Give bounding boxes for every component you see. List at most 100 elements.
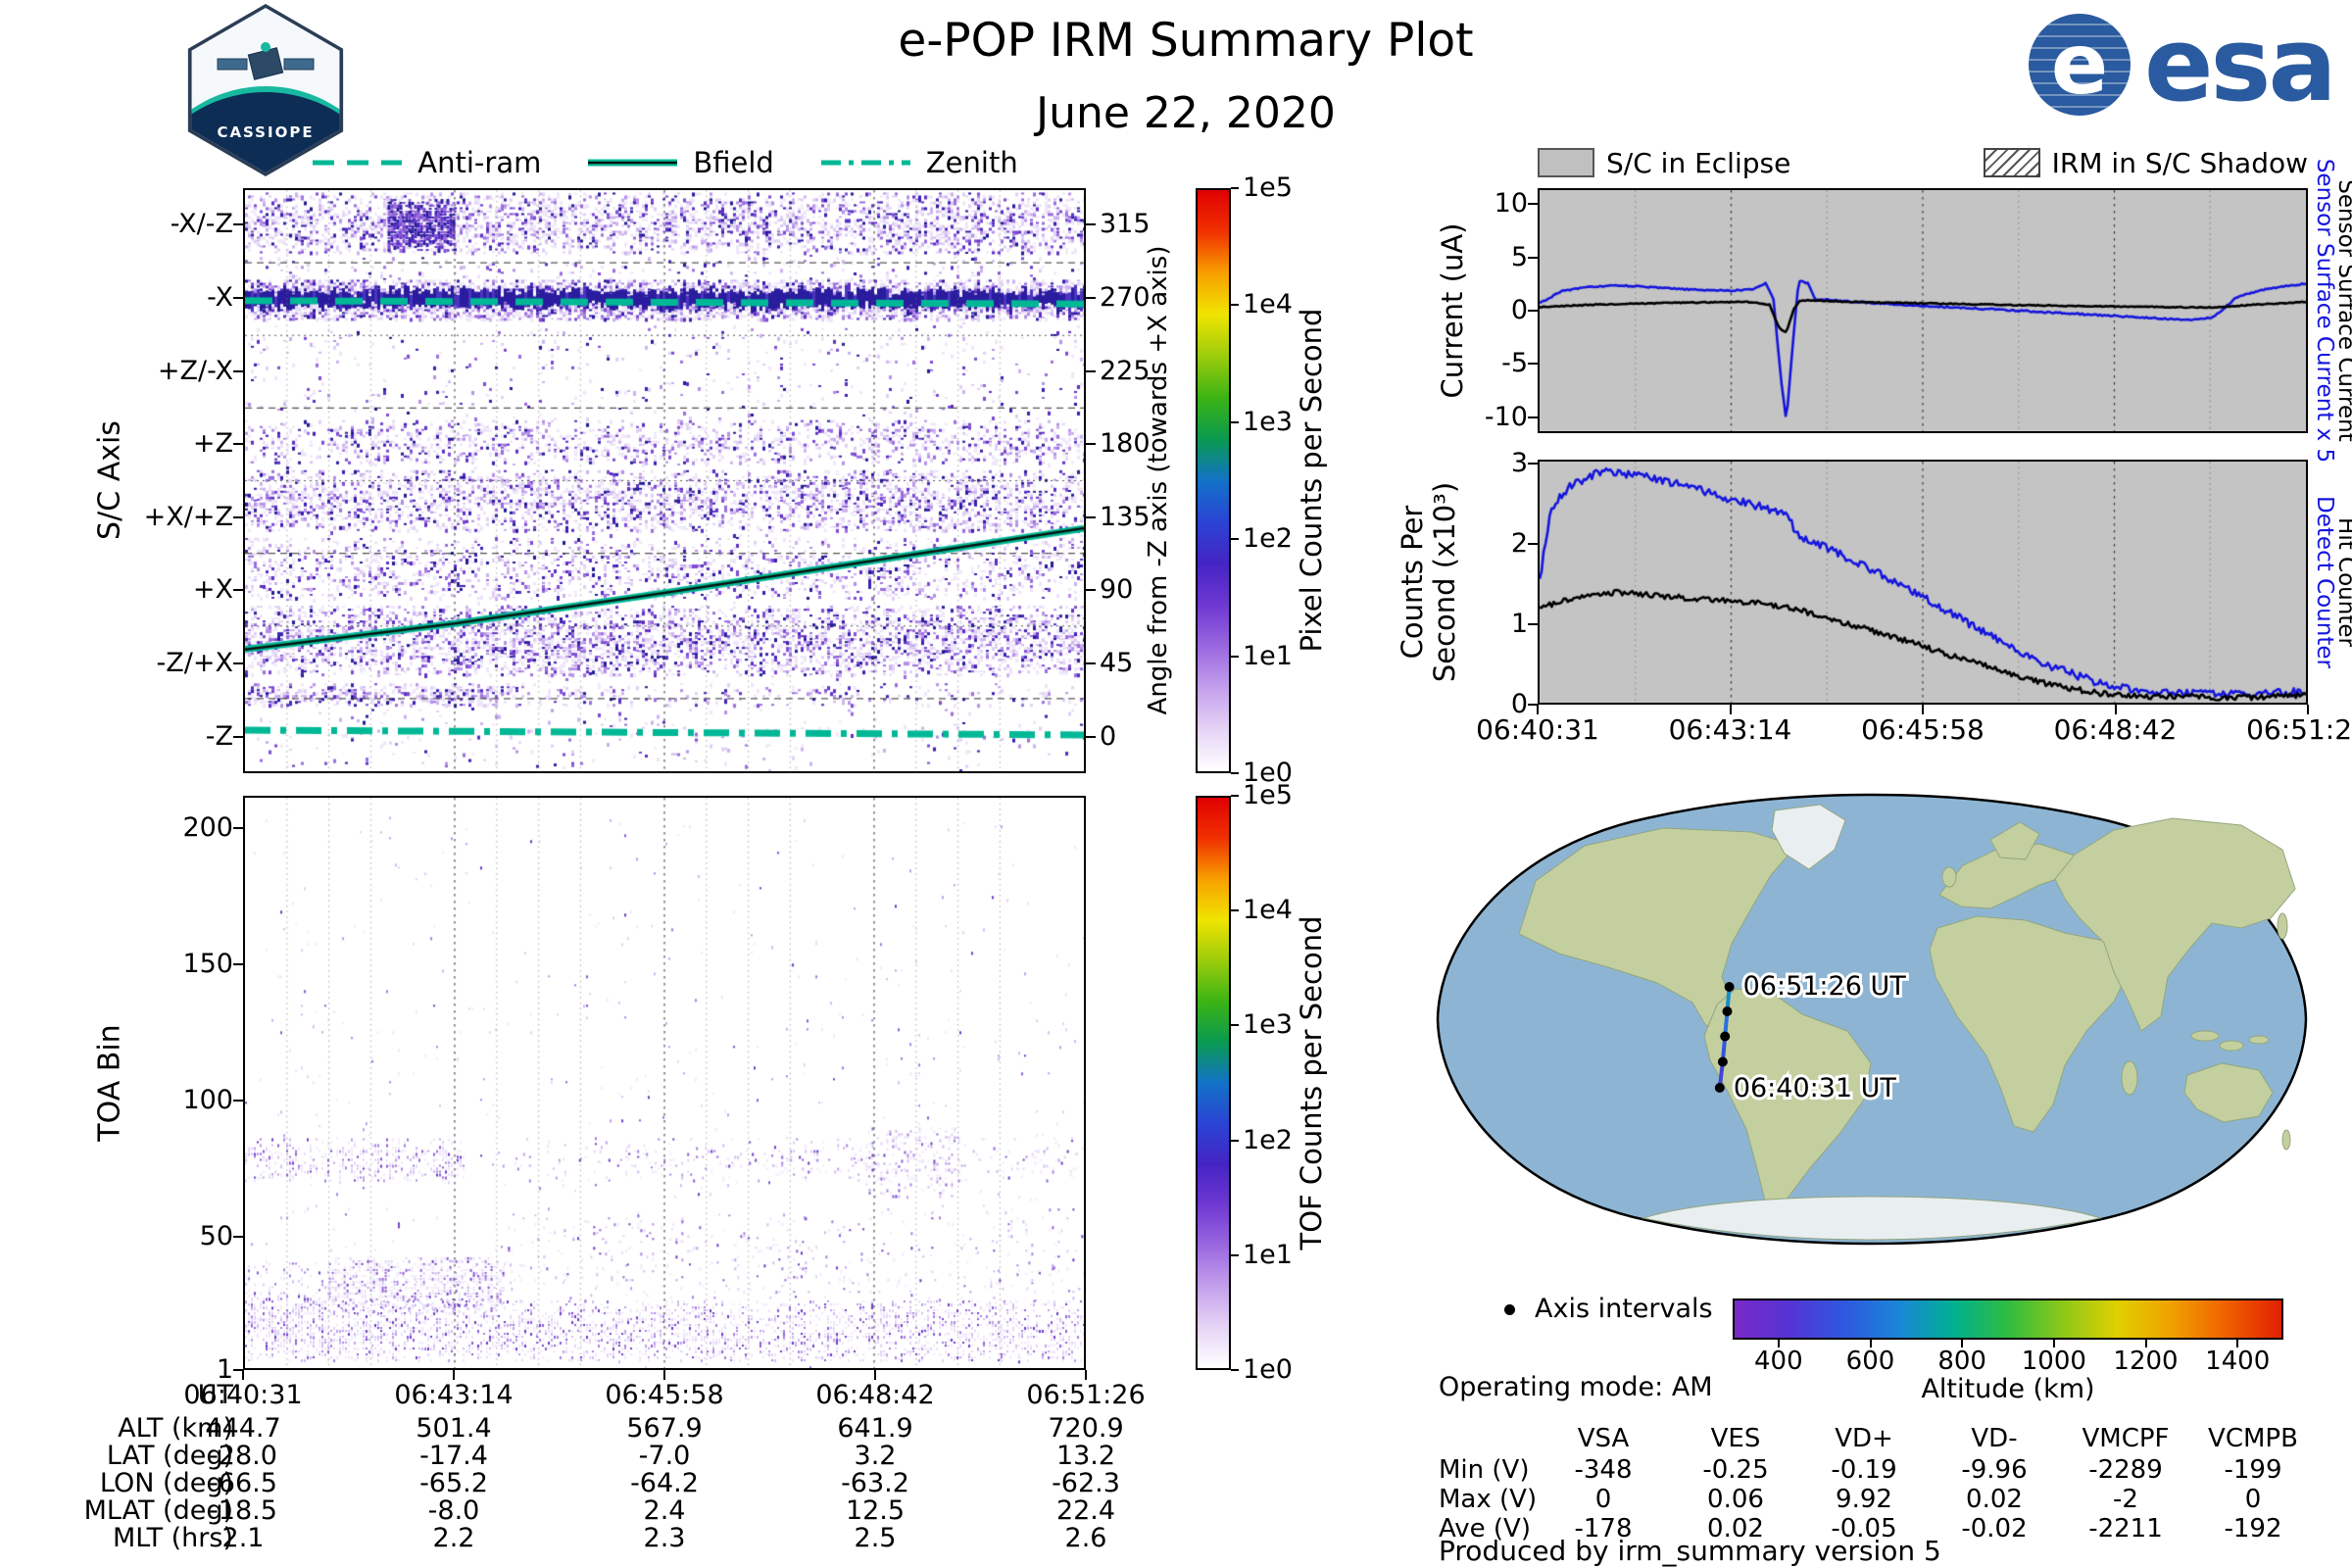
map-continents bbox=[1518, 804, 2296, 1241]
island-japan bbox=[2277, 912, 2288, 940]
counts-xtick: 06:45:58 bbox=[1861, 713, 1984, 746]
island-uk bbox=[1941, 866, 1957, 888]
tick-mark bbox=[1528, 623, 1538, 626]
ephemeris-value: -18.5 bbox=[209, 1495, 277, 1526]
shadow-hatch-swatch-icon bbox=[1983, 148, 2040, 177]
ephemeris-value: 2.4 bbox=[643, 1495, 686, 1526]
voltage-value: 0.02 bbox=[1707, 1514, 1764, 1544]
tick-mark bbox=[1231, 420, 1239, 423]
continent-antarctica bbox=[1642, 1196, 2102, 1241]
tick-mark bbox=[233, 296, 243, 299]
axis-intervals-label: Axis intervals bbox=[1535, 1294, 1713, 1324]
ephemeris-value: 13.2 bbox=[1055, 1441, 1116, 1471]
world-map: 06:51:26 UT 06:40:31 UT bbox=[1426, 779, 2318, 1259]
counts-ytick: 2 bbox=[1510, 528, 1528, 560]
tick-mark bbox=[2307, 705, 2309, 714]
pixel-cbar-tick: 1e5 bbox=[1243, 172, 1293, 203]
ephemeris-value: 2.3 bbox=[643, 1523, 686, 1553]
continent-scandinavia bbox=[1989, 821, 2040, 860]
tick-mark bbox=[233, 515, 243, 518]
ephemeris-value: -62.3 bbox=[1052, 1468, 1120, 1498]
counts-ylabel-line1: Counts Per bbox=[1396, 505, 1429, 660]
footer-credit: Produced by irm_summary version 5 bbox=[1439, 1535, 1941, 1567]
axis-interval-dot-icon bbox=[1504, 1304, 1515, 1315]
island-indonesia-2 bbox=[2219, 1040, 2244, 1052]
voltage-col-header: VD+ bbox=[1835, 1424, 1893, 1453]
sc-axis-ytick: -Z bbox=[205, 720, 233, 752]
voltage-value: 9.92 bbox=[1836, 1485, 1892, 1514]
ephemeris-row-label: UT bbox=[197, 1380, 233, 1410]
esa-disc-icon: e bbox=[2029, 14, 2131, 116]
eclipse-legend: S/C in Eclipse IRM in S/C Shadow bbox=[1538, 145, 2308, 180]
bfield-solid-line-icon bbox=[588, 159, 678, 167]
ephemeris-value: -8.0 bbox=[427, 1495, 480, 1526]
toa-spectrogram bbox=[243, 796, 1086, 1370]
ephemeris-value: 06:40:31 bbox=[183, 1380, 303, 1410]
legend-label-bfield: Bfield bbox=[693, 146, 774, 179]
voltage-value: -199 bbox=[2224, 1455, 2282, 1485]
sc-axis-spectrogram bbox=[243, 188, 1086, 773]
orientation-legend: Anti-ram Bfield Zenith bbox=[243, 145, 1086, 180]
ephemeris-value: -66.5 bbox=[209, 1468, 277, 1498]
counts-xtick: 06:51:26 bbox=[2246, 713, 2352, 746]
ephemeris-value: -28.0 bbox=[209, 1441, 277, 1471]
esa-logo: e esa bbox=[2029, 5, 2337, 124]
ephemeris-value: 2.5 bbox=[854, 1523, 897, 1553]
altitude-tick: 1400 bbox=[2205, 1347, 2271, 1376]
counts-ytick: 1 bbox=[1510, 609, 1528, 640]
tick-mark bbox=[242, 1370, 244, 1380]
pixel-cbar-tick: 1e1 bbox=[1243, 640, 1293, 671]
legend-label-anti-ram: Anti-ram bbox=[417, 146, 542, 179]
ephemeris-value: -17.4 bbox=[419, 1441, 488, 1471]
ephemeris-value: 2.6 bbox=[1064, 1523, 1107, 1553]
tick-mark bbox=[1086, 223, 1096, 226]
tick-mark bbox=[1528, 363, 1538, 366]
toa-spectrogram-canvas bbox=[245, 798, 1084, 1368]
voltage-value: -0.19 bbox=[1831, 1455, 1897, 1485]
track-end-time-label: 06:51:26 UT bbox=[1743, 971, 1907, 1002]
toa-ytick: 100 bbox=[182, 1085, 233, 1116]
track-dot bbox=[1714, 1083, 1725, 1093]
tick-mark bbox=[1537, 705, 1539, 714]
sc-axis-spectrogram-canvas bbox=[245, 190, 1084, 771]
tick-mark bbox=[1231, 1253, 1239, 1256]
tick-mark bbox=[233, 223, 243, 226]
sc-axis-ytick: +Z bbox=[192, 428, 233, 460]
tick-mark bbox=[233, 369, 243, 372]
zenith-dashdot-line-icon bbox=[820, 160, 910, 166]
ephemeris-value: 2.2 bbox=[432, 1523, 475, 1553]
ephemeris-value: 641.9 bbox=[837, 1413, 913, 1444]
legend-item-eclipse: S/C in Eclipse bbox=[1538, 147, 1790, 179]
continent-africa bbox=[1929, 915, 2130, 1133]
current-ytick: -10 bbox=[1484, 401, 1528, 432]
pixel-cbar-tick: 1e0 bbox=[1243, 758, 1293, 788]
tick-mark bbox=[1777, 1340, 1780, 1348]
counts-ylabel-line2: Second (x10³) bbox=[1428, 481, 1461, 683]
voltage-col-header: VCMPB bbox=[2208, 1424, 2298, 1453]
tick-mark bbox=[1528, 543, 1538, 546]
tick-mark bbox=[1086, 589, 1096, 592]
esa-e-glyph: e bbox=[2050, 16, 2109, 114]
counts-xtick: 06:40:31 bbox=[1476, 713, 1599, 746]
tick-mark bbox=[233, 827, 243, 830]
sc-angle-ytick: 45 bbox=[1100, 648, 1134, 679]
altitude-tick: 400 bbox=[1754, 1347, 1803, 1376]
ephemeris-value: -65.2 bbox=[419, 1468, 488, 1498]
legend-item-shadow: IRM in S/C Shadow bbox=[1983, 147, 2308, 179]
continent-greenland bbox=[1771, 804, 1846, 870]
tick-mark bbox=[1528, 203, 1538, 206]
tick-mark bbox=[1528, 256, 1538, 259]
ephemeris-value: 06:45:58 bbox=[605, 1380, 724, 1410]
tick-mark bbox=[1086, 369, 1096, 372]
tick-mark bbox=[1528, 704, 1538, 706]
badge-mission-name: CASSIOPE bbox=[217, 123, 315, 141]
tick-mark bbox=[1231, 1369, 1239, 1371]
ephemeris-value: -7.0 bbox=[638, 1441, 691, 1471]
counts-ytick: 0 bbox=[1510, 689, 1528, 719]
page-date: June 22, 2020 bbox=[1036, 88, 1336, 138]
tick-mark bbox=[233, 1235, 243, 1238]
tick-mark bbox=[233, 963, 243, 966]
track-dot bbox=[1722, 1006, 1733, 1016]
esa-wordmark: esa bbox=[2144, 5, 2337, 124]
